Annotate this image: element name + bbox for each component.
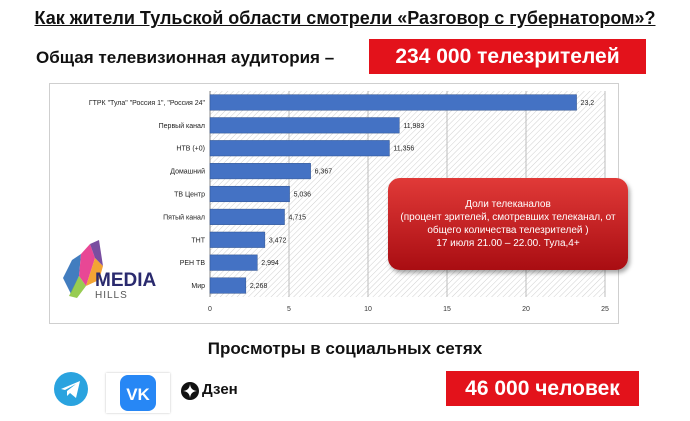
category-label: ТНТ xyxy=(191,237,205,244)
category-label: Пятый канал xyxy=(163,213,205,221)
bar xyxy=(209,140,390,157)
bar xyxy=(209,208,285,225)
social-title: Просмотры в социальных сетях xyxy=(207,339,483,358)
category-label: ТВ Центр xyxy=(174,192,205,199)
callout-body: (процент зрителей, смотревших телеканал,… xyxy=(400,212,616,236)
bar xyxy=(209,163,311,180)
category-label: Домашний xyxy=(170,168,205,176)
logo-sub: HILLS xyxy=(95,290,128,301)
category-label: ГТРК "Тула" "Россия 1", "Россия 24" xyxy=(89,100,206,107)
callout-title: Доли телеканалов xyxy=(465,199,551,210)
bar xyxy=(209,185,290,203)
bar xyxy=(209,231,266,248)
telegram-icon[interactable] xyxy=(54,372,88,406)
value-label: 6,367 xyxy=(315,169,333,176)
value-label: 3,472 xyxy=(269,237,287,244)
callout-box: Доли телеканалов (процент зрителей, смот… xyxy=(388,178,628,270)
headline: Как жители Тульской области смотрели «Ра… xyxy=(34,8,656,28)
bar xyxy=(209,94,577,111)
value-label: 2,268 xyxy=(250,283,268,290)
x-tick-label: 10 xyxy=(364,306,372,313)
x-tick-label: 15 xyxy=(443,306,451,313)
value-label: 2,994 xyxy=(261,260,279,267)
x-tick-label: 0 xyxy=(208,306,212,313)
dzen-label[interactable]: Дзен xyxy=(202,381,238,398)
media-hills-logo: MEDIA HILLS xyxy=(63,240,157,301)
value-label: 5,036 xyxy=(294,192,312,199)
dzen-icon[interactable] xyxy=(181,382,199,400)
bar xyxy=(209,117,400,134)
x-tick-label: 5 xyxy=(287,306,291,313)
value-label: 4,715 xyxy=(288,214,306,221)
social-value: 46 000 человек xyxy=(446,371,639,406)
value-label: 11,356 xyxy=(393,146,414,153)
audience-value: 234 000 телезрителей xyxy=(369,39,646,74)
category-label: Мир xyxy=(191,283,205,290)
category-label: Первый канал xyxy=(159,122,205,130)
category-label: НТВ (+0) xyxy=(176,146,205,153)
category-label: РЕН ТВ xyxy=(180,260,206,267)
callout-period: 17 июля 21.00 – 22.00. Тула,4+ xyxy=(436,238,580,249)
bar xyxy=(209,277,247,294)
x-tick-label: 20 xyxy=(522,306,530,313)
x-tick-label: 25 xyxy=(601,306,609,313)
vk-icon[interactable]: VK xyxy=(106,373,170,413)
svg-text:VK: VK xyxy=(126,385,150,404)
value-label: 23,2 xyxy=(581,100,595,107)
bar xyxy=(209,254,258,271)
logo-name: MEDIA xyxy=(95,270,157,291)
value-label: 11,983 xyxy=(403,123,424,130)
audience-label: Общая телевизионная аудитория – xyxy=(36,48,335,67)
